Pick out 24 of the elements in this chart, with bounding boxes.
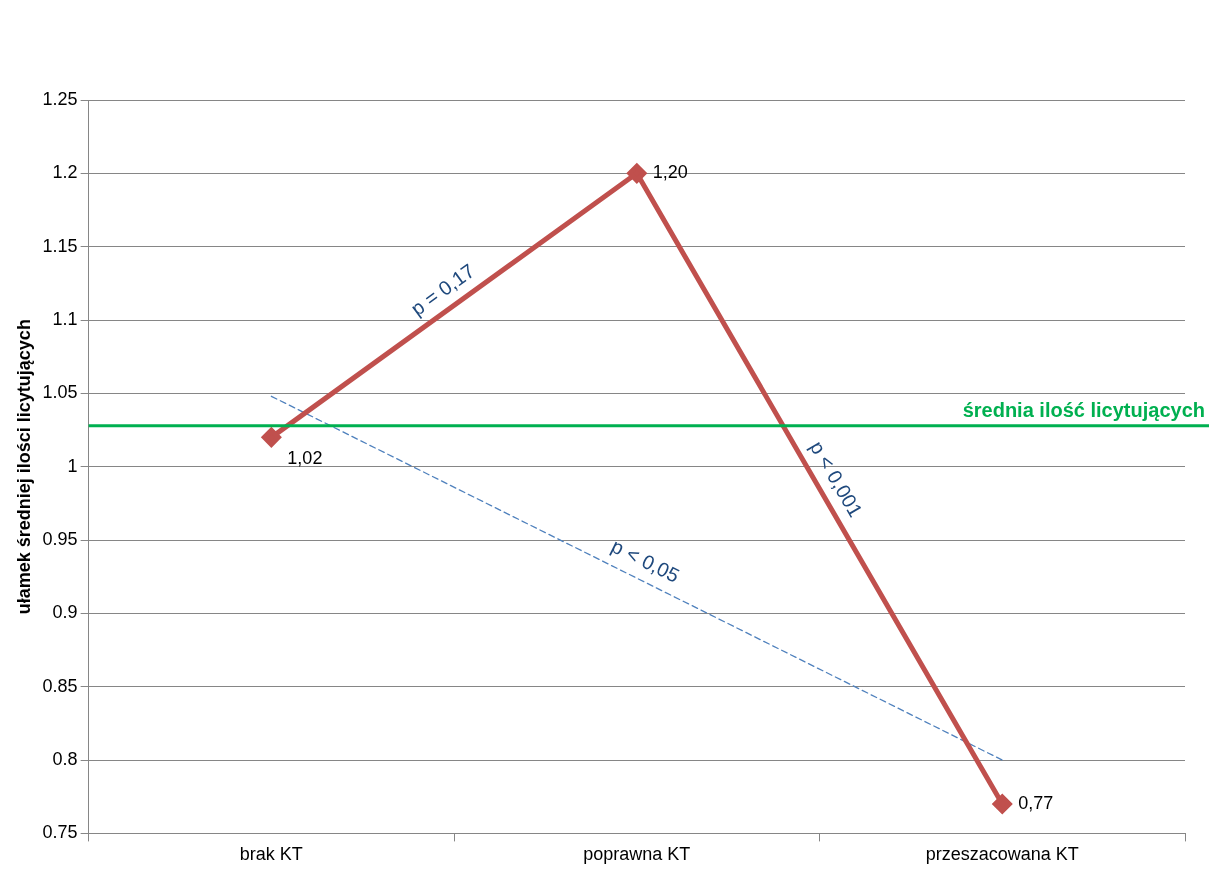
y-axis-title: ułamek średniej ilości licytujących bbox=[13, 319, 34, 615]
point bbox=[627, 163, 647, 183]
x-tick-label: brak KT bbox=[239, 844, 303, 865]
y-tick-label: 1.1 bbox=[52, 308, 78, 329]
y-tick-label: 0.85 bbox=[42, 675, 78, 696]
point bbox=[992, 794, 1012, 814]
y-tick-label: 0.8 bbox=[52, 749, 78, 770]
y-tick-label: 1.2 bbox=[52, 162, 78, 183]
x-tick-label: poprawna KT bbox=[583, 844, 691, 865]
y-tick-label: 0.95 bbox=[42, 529, 78, 550]
y-tick-label: 0.75 bbox=[42, 822, 78, 843]
point bbox=[261, 427, 281, 447]
annotation: p = 0,17 bbox=[406, 259, 479, 320]
ref-line-label: średnia ilość licytujących bbox=[962, 399, 1205, 422]
y-tick-label: 1 bbox=[67, 455, 78, 476]
annotation: p < 0,05 bbox=[608, 534, 683, 587]
y-tick-label: 1.15 bbox=[42, 235, 78, 256]
y-tick-label: 1.25 bbox=[42, 88, 78, 109]
y-tick-label: 1.05 bbox=[42, 382, 78, 403]
x-tick-label: przeszacowana KT bbox=[925, 844, 1079, 865]
data-label: 1,02 bbox=[287, 448, 323, 469]
data-label: 1,20 bbox=[652, 162, 688, 183]
y-tick-label: 0.9 bbox=[52, 602, 78, 623]
data-label: 0,77 bbox=[1018, 793, 1054, 814]
